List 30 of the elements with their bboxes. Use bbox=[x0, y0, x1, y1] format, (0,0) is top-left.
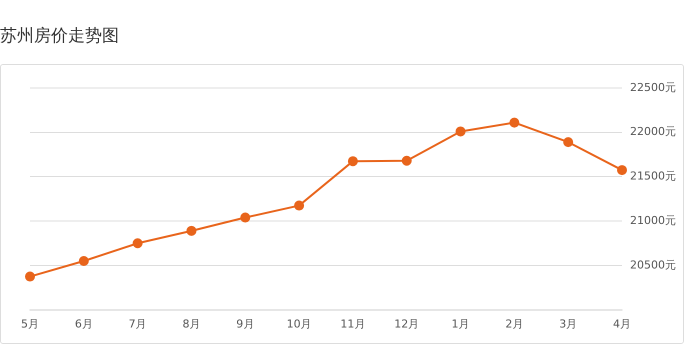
point bbox=[617, 165, 628, 176]
x-tick-label: 1月 bbox=[452, 317, 470, 330]
point bbox=[240, 212, 250, 223]
x-tick-label: 6月 bbox=[74, 317, 93, 330]
point bbox=[132, 238, 143, 248]
x-tick-label: 10月 bbox=[286, 317, 312, 330]
point bbox=[186, 226, 196, 236]
point bbox=[294, 200, 304, 211]
point bbox=[78, 256, 89, 266]
x-tick-label: 12月 bbox=[394, 317, 420, 330]
point bbox=[348, 156, 358, 166]
point bbox=[402, 156, 412, 166]
x-tick-label: 11月 bbox=[340, 317, 366, 330]
x-tick-label: 7月 bbox=[128, 317, 147, 330]
y-tick-label: 21500元 bbox=[630, 170, 676, 183]
point bbox=[25, 272, 35, 282]
x-tick-label: 5月 bbox=[21, 317, 39, 330]
chart-title: 苏州房价走势图 bbox=[0, 25, 119, 47]
point bbox=[563, 137, 574, 148]
x-tick-label: 8月 bbox=[182, 317, 200, 330]
point bbox=[456, 126, 466, 136]
x-tick-label: 2月 bbox=[505, 317, 524, 330]
x-tick-label: 3月 bbox=[559, 317, 578, 330]
y-tick-label: 20500元 bbox=[630, 258, 676, 272]
y-tick-label: 21000元 bbox=[630, 214, 676, 227]
x-tick-label: 9月 bbox=[236, 317, 254, 330]
point bbox=[509, 118, 520, 128]
x-tick-label: 4月 bbox=[613, 317, 632, 330]
y-tick-label: 22500元 bbox=[630, 80, 676, 94]
y-tick-label: 22000元 bbox=[630, 125, 676, 138]
